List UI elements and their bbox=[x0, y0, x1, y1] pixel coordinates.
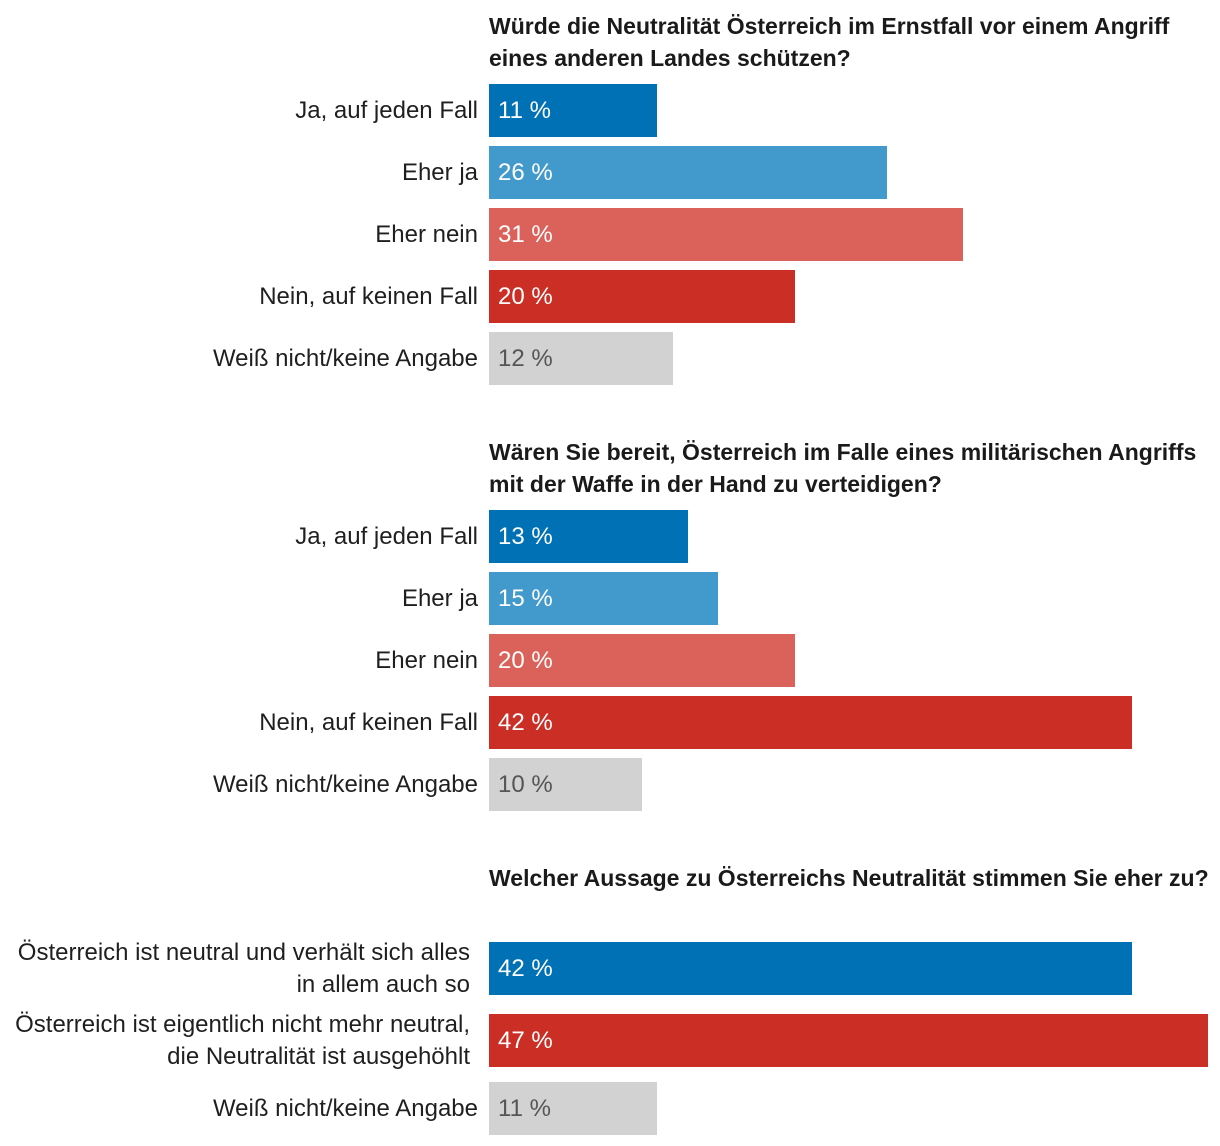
chart-1-row: Ja, auf jeden Fall 11 % bbox=[0, 84, 1220, 137]
bar-value-label: 47 % bbox=[498, 1026, 553, 1054]
bar: 11 % bbox=[489, 1082, 657, 1135]
bar-value-label: 26 % bbox=[498, 158, 553, 186]
chart-1-row: Weiß nicht/keine Angabe 12 % bbox=[0, 332, 1220, 385]
bar-value-label: 42 % bbox=[498, 954, 553, 982]
category-label: Nein, auf keinen Fall bbox=[259, 708, 478, 736]
category-label: Eher nein bbox=[375, 646, 478, 674]
category-label: Eher nein bbox=[375, 220, 478, 248]
category-label: Nein, auf keinen Fall bbox=[259, 282, 478, 310]
category-label: Eher ja bbox=[401, 158, 478, 186]
category-label: Eher ja bbox=[401, 584, 478, 612]
category-label: Ja, auf jeden Fall bbox=[295, 96, 478, 124]
bar: 20 % bbox=[489, 270, 795, 323]
bar-value-label: 11 % bbox=[498, 96, 551, 124]
category-label: Österreich ist neutral und verhält sich … bbox=[17, 938, 470, 998]
chart-2-row: Weiß nicht/keine Angabe 10 % bbox=[0, 758, 1220, 811]
bar: 42 % bbox=[489, 942, 1132, 995]
category-label: Weiß nicht/keine Angabe bbox=[212, 770, 478, 798]
chart-3-title: Welcher Aussage zu Österreichs Neutralit… bbox=[489, 865, 1209, 891]
chart-3-row: Weiß nicht/keine Angabe 11 % bbox=[0, 1082, 1220, 1135]
bar: 11 % bbox=[489, 84, 657, 137]
bar-value-label: 15 % bbox=[498, 584, 553, 612]
chart-3-row: Österreich ist neutral und verhält sich … bbox=[0, 938, 1220, 998]
bar: 20 % bbox=[489, 634, 795, 687]
chart-1-row: Eher ja 26 % bbox=[0, 146, 1220, 199]
bar-value-label: 20 % bbox=[498, 646, 553, 674]
chart-1-title: Würde die Neutralität Österreich im Erns… bbox=[489, 13, 1170, 71]
chart-3-row: Österreich ist eigentlich nicht mehr neu… bbox=[0, 1010, 1220, 1070]
bar: 13 % bbox=[489, 510, 688, 563]
bar-value-label: 31 % bbox=[498, 220, 553, 248]
chart-2-row: Eher nein 20 % bbox=[0, 634, 1220, 687]
bar: 47 % bbox=[489, 1014, 1208, 1067]
category-label: Ja, auf jeden Fall bbox=[295, 522, 478, 550]
chart-2-row: Eher ja 15 % bbox=[0, 572, 1220, 625]
chart-2-title: Wären Sie bereit, Österreich im Falle ei… bbox=[489, 439, 1197, 497]
bar: 12 % bbox=[489, 332, 673, 385]
category-label: Österreich ist eigentlich nicht mehr neu… bbox=[15, 1010, 470, 1070]
chart-2-row: Nein, auf keinen Fall 42 % bbox=[0, 696, 1220, 749]
bar-value-label: 11 % bbox=[498, 1094, 551, 1122]
bar: 10 % bbox=[489, 758, 642, 811]
chart-1-row: Nein, auf keinen Fall 20 % bbox=[0, 270, 1220, 323]
bar: 42 % bbox=[489, 696, 1132, 749]
category-label: Weiß nicht/keine Angabe bbox=[212, 344, 478, 372]
bar: 26 % bbox=[489, 146, 887, 199]
bar-value-label: 12 % bbox=[498, 344, 553, 372]
bar-value-label: 42 % bbox=[498, 708, 553, 736]
bar: 31 % bbox=[489, 208, 963, 261]
bar-value-label: 13 % bbox=[498, 522, 553, 550]
category-label: Weiß nicht/keine Angabe bbox=[212, 1094, 478, 1122]
chart-1-row: Eher nein 31 % bbox=[0, 208, 1220, 261]
bar-value-label: 10 % bbox=[498, 770, 553, 798]
bar-value-label: 20 % bbox=[498, 282, 553, 310]
chart-2-row: Ja, auf jeden Fall 13 % bbox=[0, 510, 1220, 563]
bar: 15 % bbox=[489, 572, 718, 625]
